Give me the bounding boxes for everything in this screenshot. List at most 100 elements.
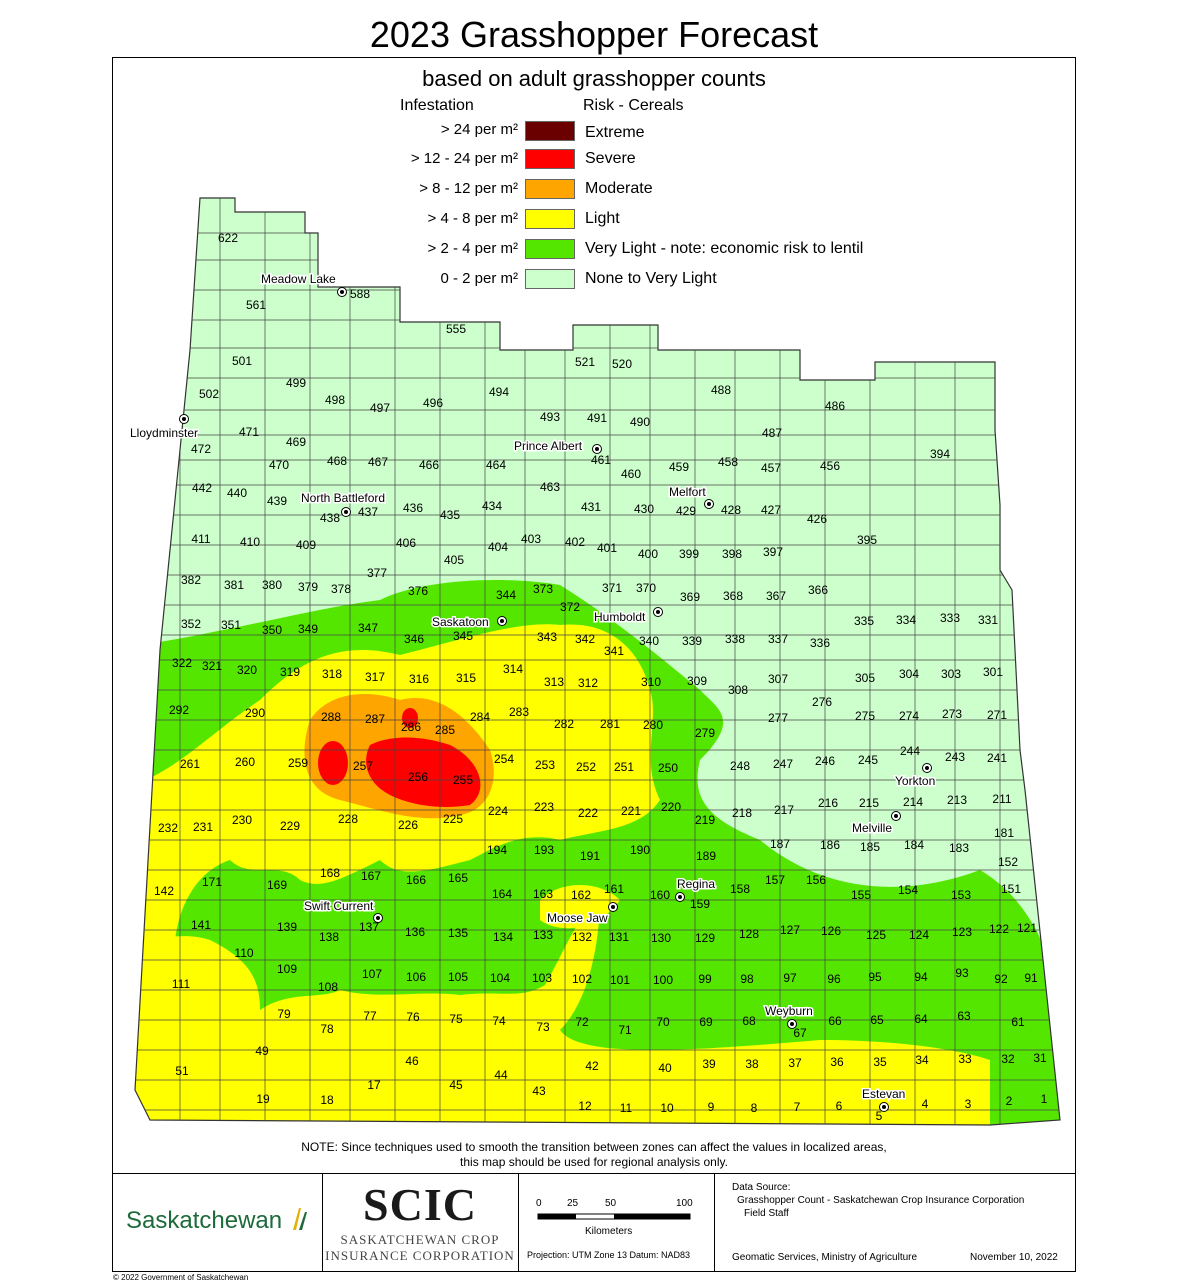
rm-label: 622 bbox=[218, 231, 238, 245]
city-label-halo: Yorkton bbox=[895, 774, 935, 788]
rm-label: 319 bbox=[280, 665, 300, 679]
city-marker-dot bbox=[656, 610, 660, 614]
rm-label: 290 bbox=[245, 706, 265, 720]
rm-label: 6 bbox=[836, 1099, 843, 1113]
rm-label: 168 bbox=[320, 866, 340, 880]
rm-label: 494 bbox=[489, 385, 509, 399]
rm-label: 282 bbox=[554, 717, 574, 731]
rm-label: 153 bbox=[951, 888, 971, 902]
rm-label: 77 bbox=[363, 1009, 377, 1023]
rm-label: 255 bbox=[453, 773, 473, 787]
rm-label: 166 bbox=[406, 873, 426, 887]
scale-tick-100: 100 bbox=[676, 1198, 693, 1209]
legend-range-moderate: > 8 - 12 per m² bbox=[419, 180, 518, 197]
rm-label: 502 bbox=[199, 387, 219, 401]
data-source-header: Data Source: bbox=[732, 1182, 791, 1193]
legend-risk-header: Risk - Cereals bbox=[583, 97, 684, 114]
rm-label: 277 bbox=[768, 711, 788, 725]
rm-label: 464 bbox=[486, 458, 506, 472]
rm-label: 274 bbox=[899, 709, 919, 723]
rm-label: 111 bbox=[172, 977, 191, 991]
legend-label-none: None to Very Light bbox=[585, 270, 717, 287]
rm-label: 378 bbox=[331, 582, 351, 596]
rm-label: 520 bbox=[612, 357, 632, 371]
legend-range-none: 0 - 2 per m² bbox=[440, 270, 518, 287]
rm-label: 71 bbox=[618, 1023, 632, 1037]
scic-subtitle-1: SASKATCHEWAN CROP bbox=[340, 1232, 500, 1247]
rm-label: 181 bbox=[994, 826, 1014, 840]
rm-label: 110 bbox=[234, 946, 253, 960]
rm-label: 313 bbox=[544, 675, 564, 689]
rm-label: 285 bbox=[435, 723, 455, 737]
rm-label: 220 bbox=[661, 800, 681, 814]
rm-label: 72 bbox=[575, 1015, 589, 1029]
rm-label: 309 bbox=[687, 674, 707, 688]
rm-label: 226 bbox=[398, 818, 418, 832]
rm-label: 103 bbox=[532, 971, 552, 985]
rm-label: 185 bbox=[860, 840, 880, 854]
city-marker-dot bbox=[340, 290, 344, 294]
scale-unit: Kilometers bbox=[585, 1226, 633, 1237]
city-marker-dot bbox=[925, 766, 929, 770]
rm-label: 171 bbox=[202, 875, 222, 889]
rm-label: 401 bbox=[597, 541, 617, 555]
city-label: Weyburn bbox=[765, 1004, 813, 1018]
rm-label: 73 bbox=[536, 1020, 550, 1034]
legend-label-moderate: Moderate bbox=[585, 180, 653, 197]
scic-logo: SCIC bbox=[363, 1179, 477, 1230]
rm-label: 222 bbox=[578, 806, 598, 820]
rm-label: 38 bbox=[745, 1057, 759, 1071]
rm-label: 161 bbox=[604, 882, 624, 896]
rm-label: 130 bbox=[651, 931, 671, 945]
rm-label: 76 bbox=[406, 1010, 420, 1024]
rm-label: 137 bbox=[359, 920, 379, 934]
rm-label: 491 bbox=[587, 411, 607, 425]
legend-swatch-extreme bbox=[525, 121, 575, 141]
rm-label: 104 bbox=[490, 971, 510, 985]
city-label-halo: Melville bbox=[852, 821, 892, 835]
city-label-halo: Saskatoon bbox=[432, 615, 489, 629]
rm-label: 184 bbox=[904, 838, 924, 852]
footer-panel bbox=[112, 1173, 1076, 1272]
rm-label: 91 bbox=[1024, 971, 1038, 985]
rm-label: 339 bbox=[682, 634, 702, 648]
rm-label: 31 bbox=[1033, 1051, 1047, 1065]
rm-label: 292 bbox=[169, 703, 189, 717]
city-label-halo: Estevan bbox=[862, 1087, 905, 1101]
map-frame bbox=[112, 57, 1076, 1272]
city-marker-dot bbox=[678, 895, 682, 899]
note-line-1: NOTE: Since techniques used to smooth th… bbox=[301, 1140, 887, 1154]
city-label-halo: Lloydminster bbox=[130, 426, 198, 440]
rm-label: 158 bbox=[730, 882, 750, 896]
rm-label: 305 bbox=[855, 671, 875, 685]
data-source-line-1: Grasshopper Count - Saskatchewan Crop In… bbox=[737, 1195, 1025, 1206]
city-label-halo: Moose Jaw bbox=[547, 911, 608, 925]
province-outline bbox=[134, 197, 1061, 1126]
rm-label: 497 bbox=[370, 401, 390, 415]
rm-label: 78 bbox=[320, 1022, 334, 1036]
rm-label: 224 bbox=[488, 804, 508, 818]
rm-label: 304 bbox=[899, 667, 919, 681]
rm-label: 9 bbox=[708, 1100, 715, 1114]
rm-label: 162 bbox=[571, 888, 591, 902]
rm-label: 333 bbox=[940, 611, 960, 625]
footer-scic-box bbox=[323, 1173, 519, 1272]
rm-label: 163 bbox=[533, 887, 553, 901]
rm-label: 131 bbox=[609, 930, 629, 944]
rm-label: 308 bbox=[728, 683, 748, 697]
city-label: Yorkton bbox=[895, 774, 935, 788]
rm-label: 261 bbox=[180, 757, 200, 771]
rm-label: 410 bbox=[240, 535, 260, 549]
rm-label: 370 bbox=[636, 581, 656, 595]
rm-label: 331 bbox=[978, 613, 998, 627]
rm-label: 134 bbox=[493, 930, 513, 944]
rm-label: 303 bbox=[941, 667, 961, 681]
rm-label: 229 bbox=[280, 819, 300, 833]
rm-label: 63 bbox=[957, 1009, 971, 1023]
rm-label: 5 bbox=[876, 1109, 883, 1123]
rm-label: 351 bbox=[221, 618, 241, 632]
rm-label: 426 bbox=[807, 512, 827, 526]
rm-label: 225 bbox=[443, 812, 463, 826]
